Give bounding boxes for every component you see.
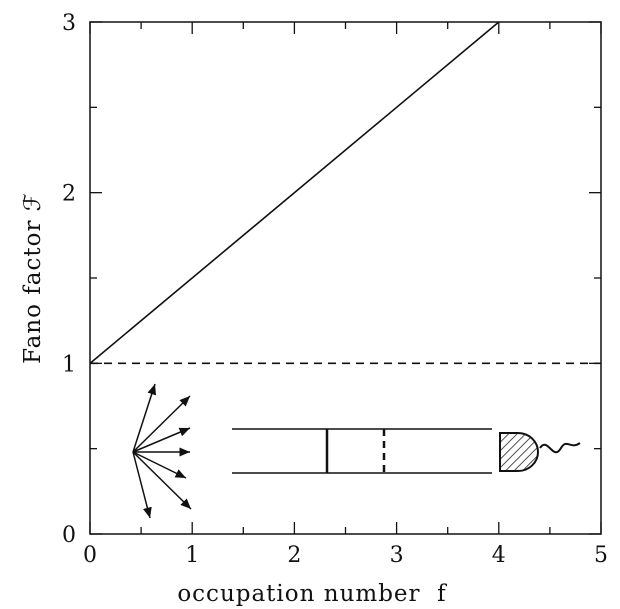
y-tick-label: 0 bbox=[62, 523, 76, 548]
arrow bbox=[132, 395, 191, 453]
x-tick-label: 4 bbox=[492, 543, 506, 568]
x-tick-label: 2 bbox=[287, 543, 301, 568]
x-tick-label: 3 bbox=[390, 543, 404, 568]
inset-schematic bbox=[132, 383, 581, 519]
x-axis-label: occupation number f bbox=[177, 581, 447, 607]
fano-factor-line bbox=[89, 21, 500, 364]
y-axis-label: Fano factor ℱ bbox=[20, 192, 46, 364]
detector-output-wave bbox=[539, 442, 581, 454]
x-tick-label: 5 bbox=[594, 543, 608, 568]
y-tick-label: 3 bbox=[62, 11, 76, 36]
x-tick-label: 0 bbox=[83, 543, 97, 568]
x-tick-label: 1 bbox=[185, 543, 199, 568]
arrow bbox=[132, 451, 187, 479]
detector-body bbox=[499, 432, 539, 472]
y-tick-label: 2 bbox=[62, 182, 76, 207]
arrow bbox=[132, 451, 152, 519]
tick-labels: 0 1 2 3 4 5 0 1 2 3 bbox=[62, 11, 608, 568]
data-series bbox=[89, 21, 601, 365]
arrow bbox=[132, 427, 191, 453]
y-tick-label: 1 bbox=[62, 352, 76, 377]
detector bbox=[499, 432, 581, 472]
source-arrows bbox=[132, 383, 192, 519]
tube bbox=[232, 428, 492, 474]
arrow bbox=[132, 451, 192, 510]
arrow bbox=[132, 383, 157, 453]
